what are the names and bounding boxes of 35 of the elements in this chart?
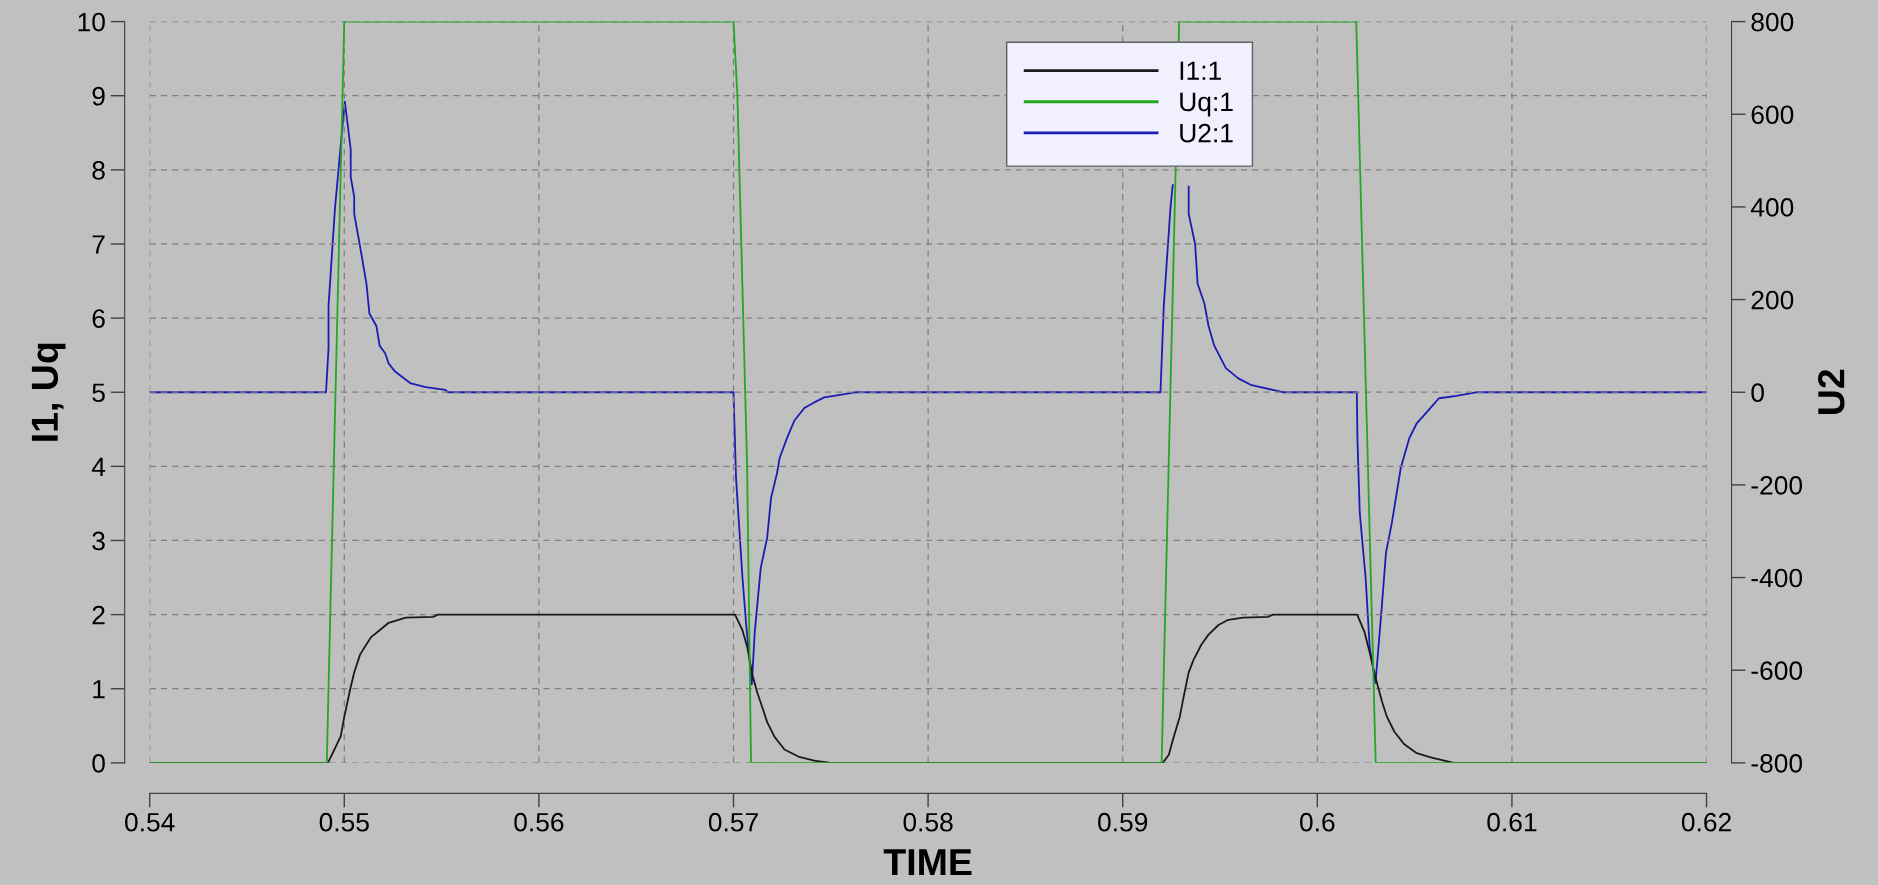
- y-tick-label: 5: [92, 383, 105, 403]
- x-tick-label: 0.56: [514, 812, 564, 832]
- y-tick-label: 6: [92, 309, 105, 328]
- x-tick-label: 0.57: [708, 812, 758, 832]
- y-tick-label: 4: [91, 457, 106, 476]
- y2-tick-label: 400: [1750, 198, 1794, 217]
- y-tick-label: 9: [92, 86, 105, 106]
- x-axis-title: TIME: [883, 849, 972, 876]
- x-tick-label: 0.58: [903, 812, 953, 832]
- y-tick-label: 7: [92, 235, 105, 254]
- y2-tick-label: 600: [1751, 105, 1794, 125]
- x-tick-label: 0.61: [1487, 812, 1537, 832]
- y-tick-label: 2: [92, 605, 105, 625]
- y2-tick-label: 0: [1751, 383, 1764, 403]
- legend-label: Uq:1: [1180, 92, 1233, 117]
- y-tick-label: 10: [78, 12, 105, 32]
- y2-tick-label: -800: [1751, 754, 1803, 773]
- x-tick-label: 0.59: [1098, 812, 1148, 832]
- x-tick-label: 0.54: [125, 812, 175, 832]
- x-tick-label: 0.62: [1681, 812, 1731, 832]
- y-tick-label: 0: [92, 754, 105, 773]
- y-tick-label: 3: [92, 531, 105, 551]
- x-tick-label: 0.6: [1300, 812, 1335, 832]
- y-tick-label: 1: [93, 680, 105, 699]
- legend-label: I1:1: [1180, 61, 1221, 80]
- y2-tick-label: -200: [1751, 476, 1803, 495]
- y2-tick-label: -400: [1751, 568, 1803, 588]
- y2-axis-title: U2: [1817, 369, 1845, 414]
- y-tick-label: 8: [92, 160, 105, 180]
- y-axis-title: I1, Uq: [31, 343, 66, 441]
- legend-label: U2:1: [1180, 123, 1233, 143]
- x-tick-label: 0.55: [319, 812, 369, 832]
- y2-tick-label: 200: [1751, 290, 1794, 310]
- y2-tick-label: 800: [1751, 12, 1794, 32]
- y2-tick-label: -600: [1751, 661, 1803, 681]
